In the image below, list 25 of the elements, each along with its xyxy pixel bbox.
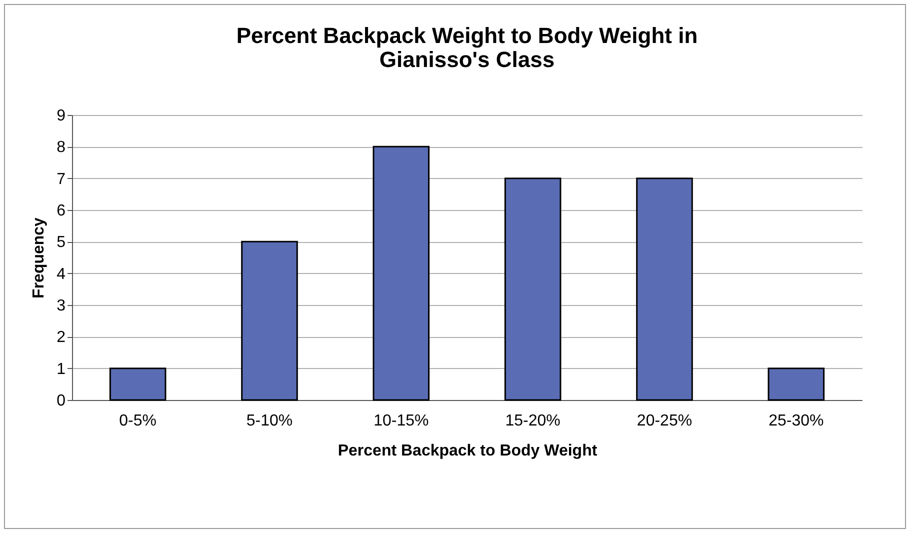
bar — [109, 368, 166, 401]
y-tick-label: 4 — [56, 266, 66, 283]
y-tick-label: 3 — [56, 298, 66, 314]
x-tick-label: 25-30% — [768, 412, 824, 430]
bar — [241, 240, 298, 401]
bar — [372, 146, 430, 401]
y-tick-label: 7 — [56, 170, 66, 188]
x-tick-label: 15-20% — [505, 412, 560, 430]
y-axis-title: Frequency — [30, 217, 48, 298]
y-tick-label: 6 — [56, 202, 66, 220]
y-tick-label: 2 — [56, 329, 66, 346]
x-tick-label: 10-15% — [374, 412, 429, 430]
y-tick-label: 0 — [56, 392, 66, 410]
bar — [768, 368, 825, 401]
bar — [504, 178, 562, 401]
y-tick-label: 5 — [56, 234, 66, 252]
bar — [636, 178, 693, 401]
x-tick-label: 20-25% — [636, 412, 692, 430]
chart-title: Percent Backpack Weight to Body Weight in Gianisso's Class — [236, 23, 698, 72]
x-tick-label: 0-5% — [119, 412, 157, 430]
y-tick-label: 9 — [56, 108, 66, 124]
y-tick-label: 1 — [56, 360, 66, 378]
x-tick-label: 5-10% — [246, 412, 293, 430]
y-tick-label: 8 — [56, 139, 66, 156]
x-axis-title: Percent Backpack to Body Weight — [338, 442, 598, 460]
